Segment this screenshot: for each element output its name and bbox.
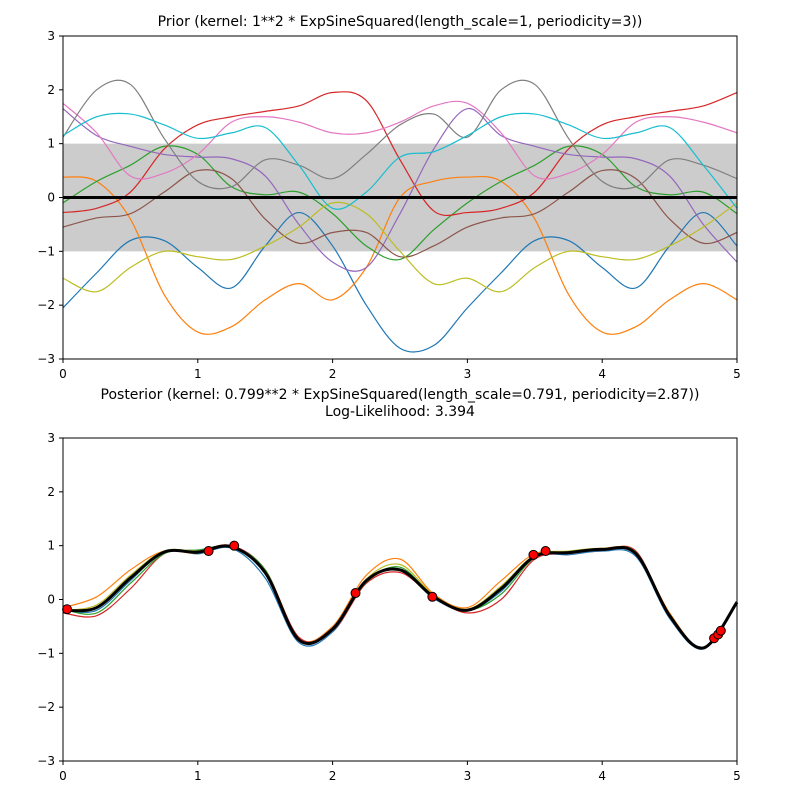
observation-point [427, 591, 438, 602]
sample-line [62, 112, 738, 210]
y-tick-label: −3 [37, 754, 55, 768]
x-tick-label: 3 [464, 769, 472, 783]
y-tick-label: −2 [37, 298, 55, 312]
observation-point [528, 549, 539, 560]
x-tick-label: 2 [329, 367, 337, 381]
x-tick-label: 0 [59, 769, 67, 783]
sample-line [62, 79, 738, 190]
y-tick-label: 2 [47, 83, 55, 97]
chart-subtitle: Log-Likelihood: 3.394 [325, 404, 475, 420]
x-tick-label: 5 [733, 367, 741, 381]
y-tick-label: −1 [37, 244, 55, 258]
plot-area [63, 438, 737, 761]
y-tick-label: 1 [47, 137, 55, 151]
mean-line [62, 544, 739, 650]
y-tick-label: 3 [47, 29, 55, 43]
observation-point [203, 546, 214, 557]
observation-point [540, 546, 551, 557]
y-tick-label: 2 [47, 485, 55, 499]
y-tick-label: 3 [47, 431, 55, 445]
chart-title: Prior (kernel: 1**2 * ExpSineSquared(len… [158, 14, 643, 30]
observation-point [62, 604, 73, 615]
observation-point [715, 625, 726, 636]
chart-title: Posterior (kernel: 0.799**2 * ExpSineSqu… [101, 387, 700, 403]
y-tick-label: 0 [47, 593, 55, 607]
x-tick-label: 1 [194, 769, 202, 783]
x-tick-label: 5 [733, 769, 741, 783]
y-tick-label: −1 [37, 646, 55, 660]
y-tick-label: 1 [47, 539, 55, 553]
y-tick-label: −3 [37, 352, 55, 366]
sample-line [62, 211, 738, 353]
x-tick-label: 1 [194, 367, 202, 381]
x-tick-label: 2 [329, 769, 337, 783]
y-tick-label: −2 [37, 700, 55, 714]
sample-line [62, 169, 738, 258]
observation-point [229, 540, 240, 551]
x-tick-label: 4 [598, 367, 606, 381]
observation-point [350, 588, 361, 599]
sample-line [62, 100, 738, 180]
x-tick-label: 0 [59, 367, 67, 381]
x-tick-label: 3 [464, 367, 472, 381]
x-tick-label: 4 [598, 769, 606, 783]
sample-line [62, 201, 738, 293]
sample-line [62, 91, 738, 217]
y-tick-label: 0 [47, 191, 55, 205]
sample-line [62, 145, 738, 261]
